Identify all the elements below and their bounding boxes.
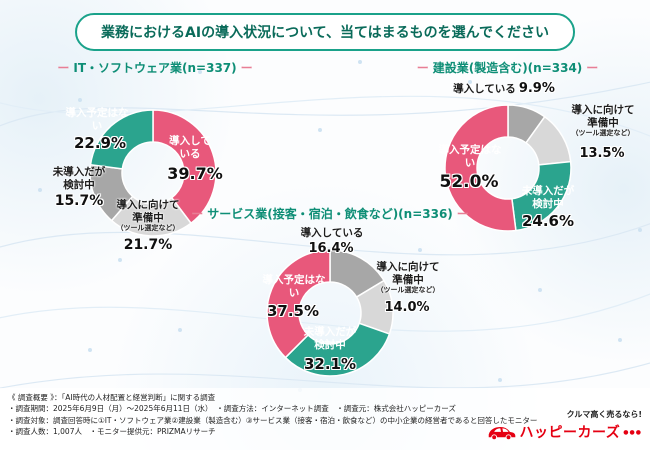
chart-heading-text: IT・ソフトウェア業(n=337) (73, 61, 237, 75)
slice-value-considering: 32.1% (303, 355, 357, 373)
chart-heading-text: 建設業(製造含む)(n=334) (432, 61, 583, 75)
brand-tagline: クルマ高く売るなら! (566, 410, 642, 419)
slice-value-no-plan: 37.5% (266, 302, 320, 320)
slice-sublabel-text: （ツール選定など） (376, 286, 440, 295)
slice-label-considering: 未導入だが検討中 (52, 166, 106, 191)
chart-heading-it-software: ー IT・ソフトウェア業(n=337) ー (35, 59, 275, 76)
car-icon (489, 426, 516, 440)
heading-dash: ー (240, 61, 253, 75)
slice-value-adopted: 16.4% (308, 241, 354, 256)
heading-dash: ー (456, 207, 469, 221)
chart-heading-construction: ー建設業(製造含む)(n=334) ー (395, 59, 620, 76)
slice-label-text: 導入に向けて準備中 (571, 104, 635, 129)
slice-value-adopted: 39.7% (167, 164, 223, 183)
slice-value-preparing: 14.0% (384, 300, 430, 315)
slice-label-no-plan: 導入予定はない (65, 107, 129, 132)
slice-label-text: 導入に向けて準備中 (116, 199, 180, 224)
survey-detail-line: ・調査期間：2025年6月9日（月）〜2025年6月11日（水） ・調査方法：イ… (8, 404, 456, 414)
donut-chart-it-software (89, 109, 217, 237)
slice-value-preparing: 13.5% (579, 146, 625, 161)
slice-value-considering: 24.6% (521, 212, 575, 230)
heading-dash: ー (416, 61, 429, 75)
slice-label-no-plan: 導入予定はない (262, 274, 326, 299)
slice-label-no-plan: 導入予定はない (438, 144, 502, 169)
donut-chart-construction (444, 104, 572, 232)
slice-label-considering: 未導入だが検討中 (303, 326, 357, 351)
brand-dots: ●●● (623, 428, 642, 436)
survey-detail-line: 《 調査概要 》：「AI時代の人材配置と経営判断」に関する調査 (8, 393, 216, 402)
heading-dash: ー (191, 207, 204, 221)
chart-heading-text: サービス業(接客・宿泊・飲食など)(n=336) (207, 207, 453, 221)
slice-sublabel-text: （ツール選定など） (571, 129, 635, 138)
footer-background-band (0, 388, 650, 450)
slice-value-considering: 15.7% (54, 193, 104, 209)
donut-chart-services (266, 249, 394, 377)
slice-label-text: 導入に向けて準備中 (376, 261, 440, 286)
survey-question-title: 業務におけるAIの導入状況について、当てはまるものを選んでください (75, 13, 575, 51)
slice-value-no-plan: 52.0% (439, 172, 499, 192)
chart-heading-services: ーサービス業(接客・宿泊・飲食など)(n=336) ー (170, 205, 490, 222)
survey-detail-line: ・調査人数：1,007人 ・モニター提供元：PRIZMAリサーチ (8, 426, 216, 436)
slice-value-adopted: 9.9% (518, 81, 555, 96)
survey-details: 《 調査概要 》：「AI時代の人材配置と経営判断」に関する調査 ・調査期間：20… (8, 392, 568, 437)
slice-label-preparing: 導入に向けて準備中 （ツール選定など） (570, 104, 636, 138)
slice-label-adopted: 導入している (300, 227, 364, 239)
slice-value-no-plan: 22.9% (73, 134, 127, 152)
slice-sublabel-text: （ツール選定など） (116, 224, 180, 233)
slice-label-adopted: 導入している 9.9% (438, 81, 570, 96)
slice-label-preparing: 導入に向けて準備中 （ツール選定など） (113, 199, 183, 233)
brand-logo: クルマ高く売るなら! ハッピーカーズ ●●● (486, 409, 642, 442)
slice-label-text: 導入している (453, 83, 516, 95)
slice-label-considering: 未導入だが検討中 (521, 185, 575, 210)
brand-logo-text: ハッピーカーズ (519, 425, 621, 441)
survey-detail-line: ・調査対象：調査回答時に①IT・ソフトウェア業②建設業（製造含む）③サービス業（… (8, 415, 538, 425)
slice-label-preparing: 導入に向けて準備中 （ツール選定など） (375, 261, 441, 295)
slice-label-adopted: 導入している (169, 135, 211, 160)
slice-value-preparing: 21.7% (123, 237, 173, 253)
heading-dash: ー (586, 61, 599, 75)
heading-dash: ー (57, 61, 70, 75)
